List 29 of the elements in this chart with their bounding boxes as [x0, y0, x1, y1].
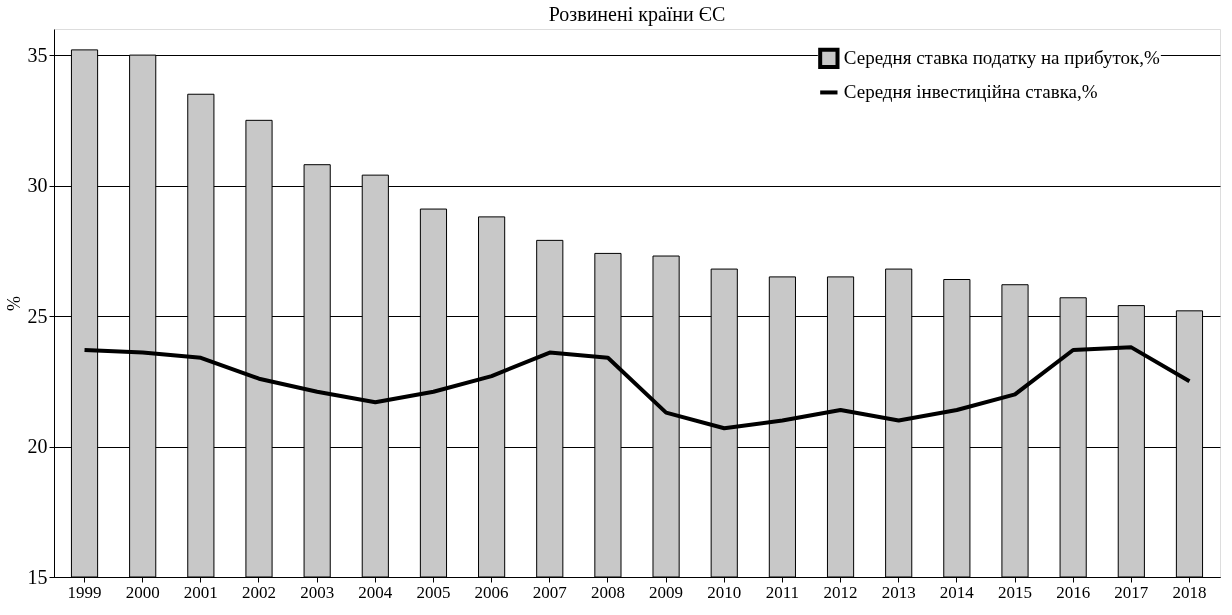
x-tick-label: 2014: [939, 582, 975, 602]
x-tick-label: 1999: [67, 582, 102, 602]
x-tick-label: 2008: [590, 582, 625, 602]
x-tick-label: 2000: [125, 582, 160, 602]
y-tick-label: 25: [27, 304, 48, 327]
y-tick-label: 30: [27, 174, 48, 197]
y-tick-label: 35: [27, 43, 48, 66]
x-tick-label: 2016: [1056, 582, 1091, 602]
x-tick-label: 2017: [1114, 582, 1149, 602]
x-tick-label: 2003: [300, 582, 335, 602]
y-tick-label: 20: [27, 435, 48, 458]
legend-label: Середня ставка податку на прибуток,%: [843, 47, 1161, 69]
x-tick-label: 2004: [358, 582, 393, 602]
x-tick-label: 2012: [823, 582, 858, 602]
x-tick-label: 2011: [765, 582, 800, 602]
y-axis-title: %: [3, 296, 24, 311]
x-tick-label: 2002: [242, 582, 276, 602]
legend-label: Середня інвестиційна ставка,%: [843, 81, 1098, 103]
x-tick-label: 2006: [474, 582, 509, 602]
x-tick-label: 2009: [649, 582, 684, 602]
x-tick-label: 2010: [707, 582, 742, 602]
x-tick-label: 2007: [532, 582, 568, 602]
x-tick-label: 2001: [183, 582, 218, 602]
y-tick-label: 15: [27, 565, 48, 588]
x-tick-label: 2015: [998, 582, 1033, 602]
x-tick-label: 2013: [881, 582, 916, 602]
chart-title: Розвинені країни ЄС: [548, 3, 726, 26]
x-tick-label: 2005: [416, 582, 451, 602]
x-tick-label: 2018: [1172, 582, 1207, 602]
